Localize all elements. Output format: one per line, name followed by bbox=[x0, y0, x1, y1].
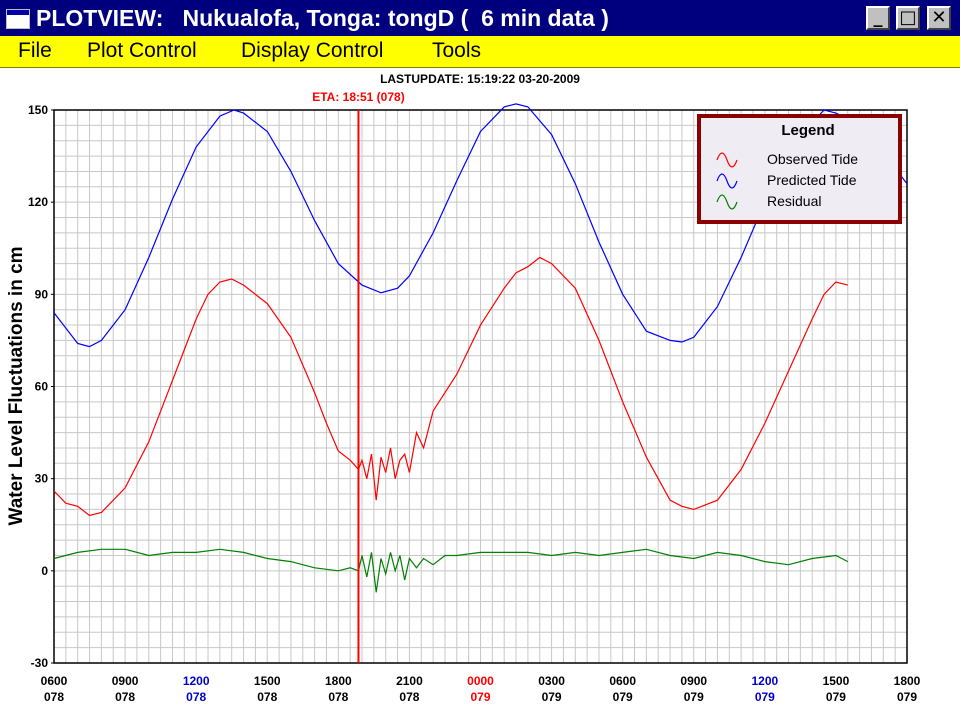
legend-box bbox=[697, 114, 902, 224]
maximize-button[interactable]: □ bbox=[896, 6, 920, 30]
y-axis: -30 0 30 60 90 120 150 bbox=[28, 103, 54, 670]
title-bar: PLOTVIEW: Nukualofa, Tonga: tongD ( 6 mi… bbox=[0, 0, 960, 36]
x-tick-time: 0900 bbox=[112, 674, 139, 688]
menu-bar: File Plot Control Display Control Tools bbox=[0, 36, 960, 68]
x-tick-day: 078 bbox=[44, 690, 64, 704]
x-tick-time: 2100 bbox=[396, 674, 423, 688]
legend-swatch-residual bbox=[716, 194, 738, 210]
y-tick-label: 0 bbox=[41, 564, 48, 578]
series-line-observed-tide bbox=[53, 256, 848, 517]
y-tick-label: 90 bbox=[35, 287, 49, 301]
minimize-button[interactable]: _ bbox=[866, 6, 890, 30]
x-tick-day: 079 bbox=[897, 690, 917, 704]
close-button[interactable]: ✕ bbox=[927, 6, 951, 30]
x-tick-day: 079 bbox=[470, 690, 490, 704]
last-update-label: LASTUPDATE: 15:19:22 03-20-2009 bbox=[380, 72, 580, 86]
x-tick-day: 078 bbox=[399, 690, 419, 704]
legend-item-residual: Residual bbox=[767, 193, 821, 209]
legend-item-predicted: Predicted Tide bbox=[767, 172, 857, 188]
tide-chart: LASTUPDATE: 15:19:22 03-20-2009 ETA: 18:… bbox=[6, 72, 921, 704]
x-tick-time: 1500 bbox=[254, 674, 281, 688]
y-tick-label: -30 bbox=[31, 656, 49, 670]
x-tick-time: 1200 bbox=[183, 674, 210, 688]
legend-swatch-predicted bbox=[716, 173, 738, 189]
y-tick-label: 120 bbox=[28, 195, 48, 209]
x-tick-time: 1200 bbox=[751, 674, 778, 688]
menu-tools[interactable]: Tools bbox=[432, 39, 482, 62]
x-tick-day: 078 bbox=[328, 690, 348, 704]
menu-file[interactable]: File bbox=[18, 39, 52, 62]
menu-display-control[interactable]: Display Control bbox=[241, 39, 384, 62]
y-tick-label: 30 bbox=[35, 472, 49, 486]
x-tick-time: 0600 bbox=[609, 674, 636, 688]
x-tick-day: 078 bbox=[115, 690, 135, 704]
x-tick-day: 078 bbox=[257, 690, 277, 704]
legend-swatch-observed bbox=[716, 152, 738, 168]
x-tick-time: 1800 bbox=[325, 674, 352, 688]
x-tick-day: 079 bbox=[755, 690, 775, 704]
series-line-residual bbox=[53, 548, 849, 593]
y-axis-label: Water Level Fluctuations in cm bbox=[6, 246, 27, 525]
x-tick-time: 0300 bbox=[538, 674, 565, 688]
x-tick-day: 079 bbox=[826, 690, 846, 704]
x-tick-day: 078 bbox=[186, 690, 206, 704]
app-window-icon bbox=[6, 9, 30, 29]
x-tick-time: 0000 bbox=[467, 674, 494, 688]
x-axis: 0600 078 0900 078 1200 078 1500 078 1800 078 2100 0… bbox=[41, 674, 921, 704]
x-tick-day: 079 bbox=[542, 690, 562, 704]
x-tick-time: 1800 bbox=[894, 674, 921, 688]
legend-item-observed: Observed Tide bbox=[767, 151, 858, 167]
menu-plot-control[interactable]: Plot Control bbox=[87, 39, 197, 62]
legend-title: Legend bbox=[781, 122, 834, 139]
x-tick-time: 0900 bbox=[680, 674, 707, 688]
eta-label: ETA: 18:51 (078) bbox=[312, 90, 404, 104]
x-tick-time: 1500 bbox=[823, 674, 850, 688]
x-tick-day: 079 bbox=[684, 690, 704, 704]
legend: Legend Observed Tide Predicted Tide Resi… bbox=[697, 114, 902, 224]
y-tick-label: 150 bbox=[28, 103, 48, 117]
x-tick-time: 0600 bbox=[41, 674, 68, 688]
x-tick-day: 079 bbox=[613, 690, 633, 704]
window-title: PLOTVIEW: Nukualofa, Tonga: tongD ( 6 mi… bbox=[36, 5, 609, 31]
y-tick-label: 60 bbox=[35, 380, 49, 394]
